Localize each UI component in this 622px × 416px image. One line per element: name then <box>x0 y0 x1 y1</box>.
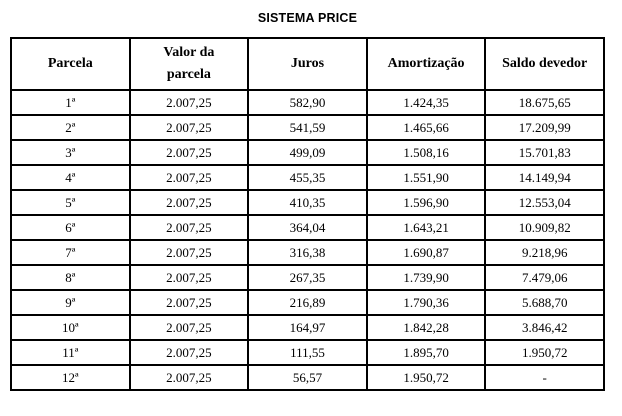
cell-juros: 410,35 <box>247 189 368 216</box>
cell-amortizacao: 1.790,36 <box>365 289 487 316</box>
cell-amortizacao: 1.424,35 <box>365 89 487 116</box>
cell-valor: 2.007,25 <box>128 264 250 291</box>
cell-amortizacao: 1.739,90 <box>365 264 487 291</box>
cell-saldo: 10.909,82 <box>484 214 605 241</box>
cell-saldo: 14.149,94 <box>484 164 605 191</box>
cell-juros: 56,57 <box>247 364 368 391</box>
cell-parcela: 9ª <box>10 289 131 316</box>
cell-juros: 582,90 <box>247 89 368 116</box>
table-row: 4ª 2.007,25 455,35 1.551,90 14.149,94 <box>10 164 605 191</box>
cell-amortizacao: 1.643,21 <box>365 214 487 241</box>
cell-amortizacao: 1.895,70 <box>365 339 487 366</box>
col-header-amortizacao-label: Amortização <box>387 56 465 72</box>
cell-saldo: 9.218,96 <box>484 239 605 266</box>
cell-valor: 2.007,25 <box>128 139 250 166</box>
cell-parcela: 8ª <box>10 264 131 291</box>
cell-parcela: 1ª <box>10 89 131 116</box>
table-row: 5ª 2.007,25 410,35 1.596,90 12.553,04 <box>10 189 605 216</box>
cell-valor: 2.007,25 <box>128 214 250 241</box>
col-header-saldo-label: Saldo devedor <box>502 56 588 72</box>
col-header-juros-label: Juros <box>290 56 325 72</box>
cell-amortizacao: 1.465,66 <box>365 114 487 141</box>
price-amortization-table: Parcela Valor da parcela Juros Amortizaç… <box>10 37 605 391</box>
cell-saldo: 12.553,04 <box>484 189 605 216</box>
cell-saldo: 3.846,42 <box>484 314 605 341</box>
col-header-saldo-devedor: Saldo devedor <box>484 37 605 91</box>
cell-amortizacao: 1.950,72 <box>365 364 487 391</box>
cell-amortizacao: 1.508,16 <box>365 139 487 166</box>
cell-juros: 455,35 <box>247 164 368 191</box>
cell-parcela: 7ª <box>10 239 131 266</box>
table-row: 12ª 2.007,25 56,57 1.950,72 - <box>10 364 605 391</box>
col-header-juros: Juros <box>247 37 368 91</box>
table-row: 9ª 2.007,25 216,89 1.790,36 5.688,70 <box>10 289 605 316</box>
cell-saldo: 18.675,65 <box>484 89 605 116</box>
table-row: 7ª 2.007,25 316,38 1.690,87 9.218,96 <box>10 239 605 266</box>
cell-saldo: - <box>484 364 605 391</box>
table-row: 10ª 2.007,25 164,97 1.842,28 3.846,42 <box>10 314 605 341</box>
cell-parcela: 10ª <box>10 314 131 341</box>
cell-valor: 2.007,25 <box>128 289 250 316</box>
cell-valor: 2.007,25 <box>128 189 250 216</box>
cell-juros: 111,55 <box>247 339 368 366</box>
cell-parcela: 11ª <box>10 339 131 366</box>
col-header-valor-line1: Valor da <box>163 45 215 61</box>
table-row: 1ª 2.007,25 582,90 1.424,35 18.675,65 <box>10 89 605 116</box>
cell-valor: 2.007,25 <box>128 89 250 116</box>
cell-valor: 2.007,25 <box>128 239 250 266</box>
cell-parcela: 5ª <box>10 189 131 216</box>
table-header: Parcela Valor da parcela Juros Amortizaç… <box>10 37 605 91</box>
table-row: 8ª 2.007,25 267,35 1.739,90 7.479,06 <box>10 264 605 291</box>
cell-saldo: 1.950,72 <box>484 339 605 366</box>
cell-amortizacao: 1.690,87 <box>365 239 487 266</box>
table-header-row: Parcela Valor da parcela Juros Amortizaç… <box>10 37 605 91</box>
col-header-valor-da-parcela: Valor da parcela <box>128 37 250 91</box>
cell-amortizacao: 1.842,28 <box>365 314 487 341</box>
cell-parcela: 4ª <box>10 164 131 191</box>
page-title: SISTEMA PRICE <box>257 11 358 25</box>
cell-parcela: 3ª <box>10 139 131 166</box>
cell-saldo: 7.479,06 <box>484 264 605 291</box>
cell-juros: 316,38 <box>247 239 368 266</box>
cell-amortizacao: 1.551,90 <box>365 164 487 191</box>
cell-valor: 2.007,25 <box>128 339 250 366</box>
table-body: 1ª 2.007,25 582,90 1.424,35 18.675,65 2ª… <box>10 89 605 391</box>
cell-juros: 364,04 <box>247 214 368 241</box>
cell-valor: 2.007,25 <box>128 164 250 191</box>
table-row: 3ª 2.007,25 499,09 1.508,16 15.701,83 <box>10 139 605 166</box>
cell-valor: 2.007,25 <box>128 314 250 341</box>
table-row: 6ª 2.007,25 364,04 1.643,21 10.909,82 <box>10 214 605 241</box>
cell-saldo: 15.701,83 <box>484 139 605 166</box>
cell-valor: 2.007,25 <box>128 364 250 391</box>
cell-parcela: 12ª <box>10 364 131 391</box>
cell-juros: 164,97 <box>247 314 368 341</box>
table-row: 2ª 2.007,25 541,59 1.465,66 17.209,99 <box>10 114 605 141</box>
cell-juros: 267,35 <box>247 264 368 291</box>
col-header-parcela: Parcela <box>10 37 131 91</box>
table-row: 11ª 2.007,25 111,55 1.895,70 1.950,72 <box>10 339 605 366</box>
cell-parcela: 6ª <box>10 214 131 241</box>
cell-juros: 216,89 <box>247 289 368 316</box>
cell-saldo: 17.209,99 <box>484 114 605 141</box>
cell-juros: 541,59 <box>247 114 368 141</box>
col-header-amortizacao: Amortização <box>365 37 487 91</box>
col-header-parcela-label: Parcela <box>47 56 93 72</box>
col-header-valor-line2: parcela <box>166 67 211 82</box>
cell-juros: 499,09 <box>247 139 368 166</box>
cell-saldo: 5.688,70 <box>484 289 605 316</box>
cell-valor: 2.007,25 <box>128 114 250 141</box>
cell-parcela: 2ª <box>10 114 131 141</box>
cell-amortizacao: 1.596,90 <box>365 189 487 216</box>
